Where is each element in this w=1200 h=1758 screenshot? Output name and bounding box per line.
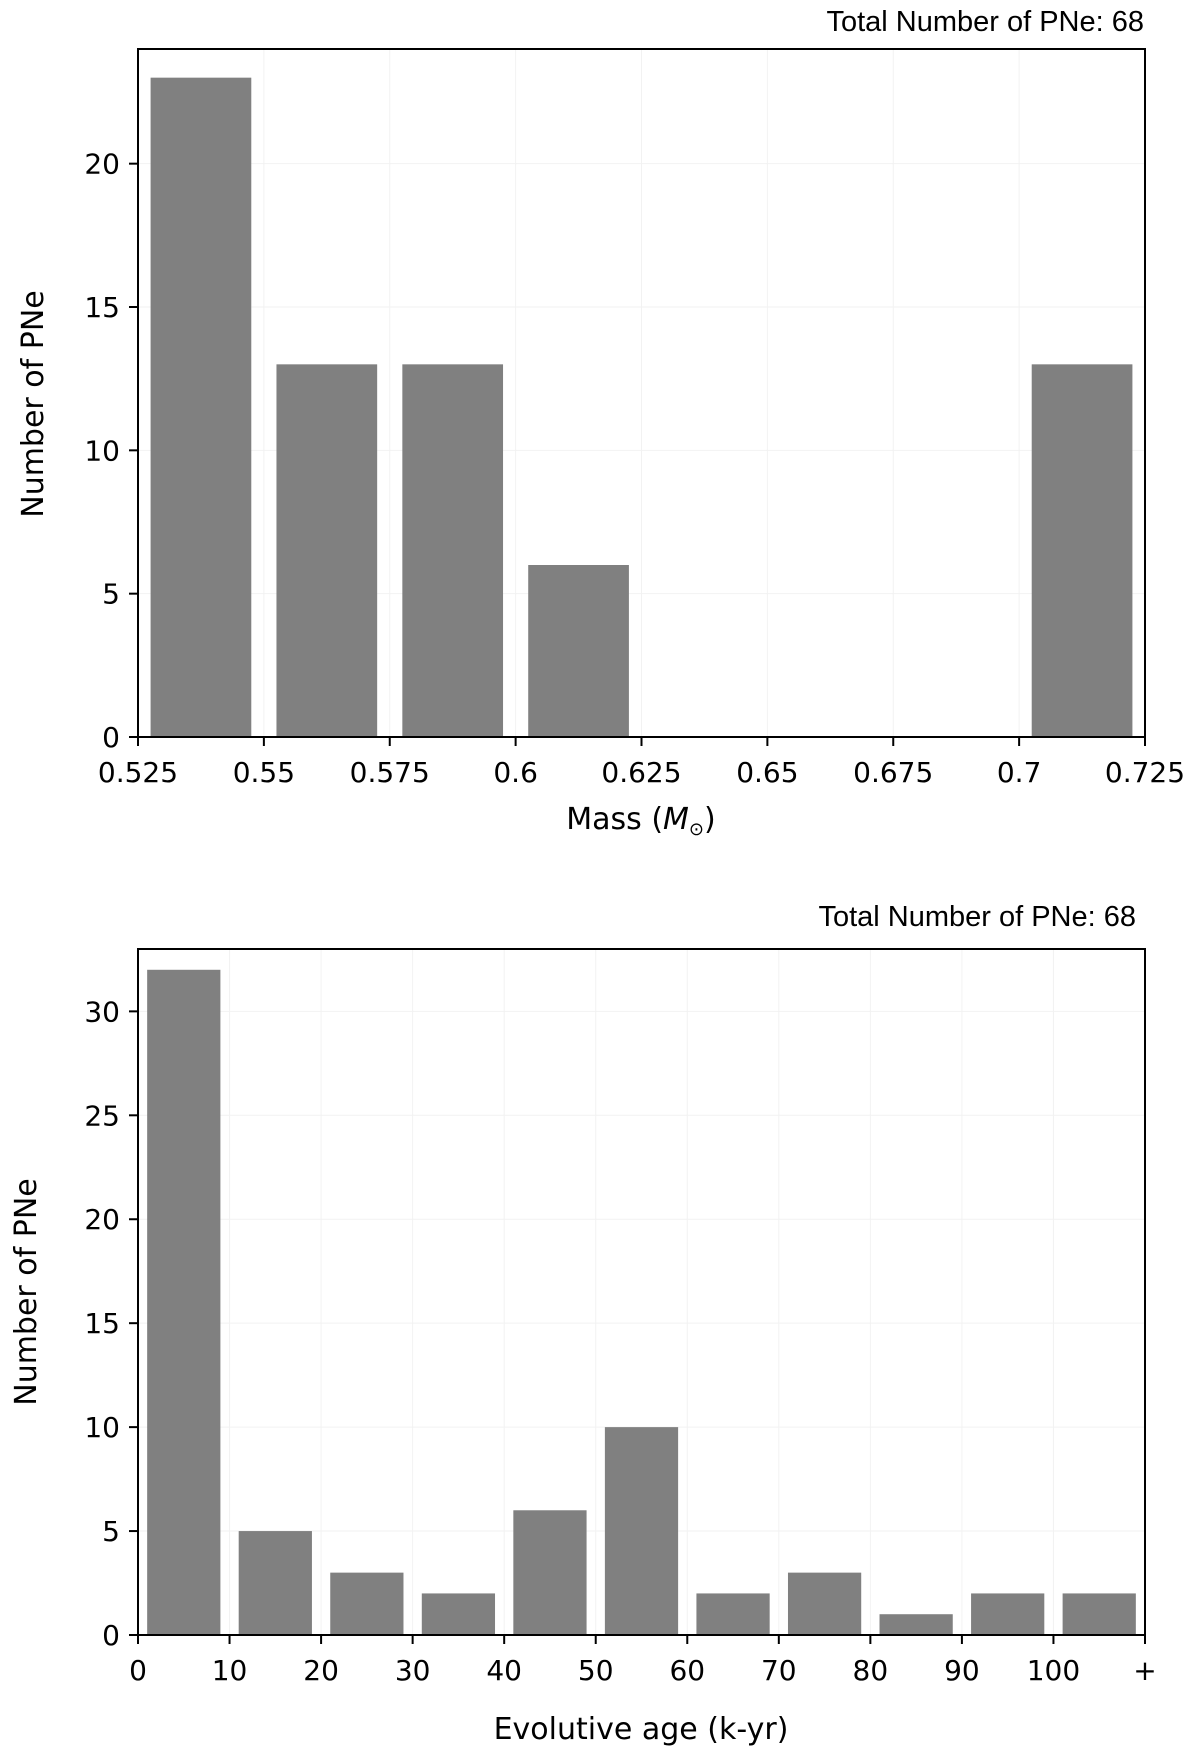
total-count-annotation: Total Number of PNe: 68: [818, 901, 1136, 933]
age-histogram: Total Number of PNe: 68 0 5 10 15 20 25 30 0 10…: [9, 901, 1157, 1747]
y-tick-label: 25: [84, 1099, 120, 1132]
histogram-bar: [604, 1427, 679, 1635]
grid-lines: [138, 949, 1145, 1635]
histogram-bar: [879, 1614, 953, 1635]
y-tick-label: 15: [84, 1307, 120, 1340]
x-tick-label: 50: [578, 1654, 614, 1687]
x-tick-label: 80: [853, 1654, 889, 1687]
histogram-bar: [513, 1510, 587, 1635]
x-axis-title: Evolutive age (k-yr): [494, 1712, 789, 1747]
histogram-bar: [147, 969, 221, 1635]
x-tick-label: 90: [944, 1654, 980, 1687]
y-tick-label: 0: [102, 1619, 120, 1652]
x-tick-label: 0.525: [98, 756, 178, 789]
y-ticks: 0 5 10 15 20: [84, 148, 138, 754]
y-tick-label: 15: [84, 291, 120, 324]
x-ticks: 0 10 20 30 40 50 60 70 80 90 100 +: [129, 1635, 1157, 1687]
y-tick-label: 10: [84, 434, 120, 467]
x-tick-label: 100: [1027, 1654, 1080, 1687]
x-tick-label: 0.625: [601, 756, 681, 789]
x-tick-label: 0.675: [853, 756, 933, 789]
grid-lines: [138, 49, 1145, 737]
y-tick-label: 0: [102, 721, 120, 754]
histogram-bar: [238, 1531, 312, 1635]
y-axis-title: Number of PNe: [16, 290, 51, 518]
histogram-bar: [402, 364, 504, 737]
y-tick-label: 5: [102, 1515, 120, 1548]
x-tick-label: 0.55: [233, 756, 295, 789]
plot-frame: [137, 948, 1146, 1636]
y-tick-label: 20: [84, 148, 120, 181]
x-tick-label: 0.65: [736, 756, 798, 789]
y-tick-label: 30: [84, 995, 120, 1028]
y-tick-label: 5: [102, 578, 120, 611]
x-tick-label: 0.6: [493, 756, 538, 789]
x-tick-label: 40: [486, 1654, 522, 1687]
y-tick-label: 20: [84, 1203, 120, 1236]
x-tick-label: 70: [761, 1654, 797, 1687]
bars: [147, 969, 1136, 1635]
bars: [150, 77, 1133, 737]
histogram-bar: [1062, 1593, 1136, 1635]
histogram-bar: [330, 1572, 404, 1635]
x-axis-title: Mass (M⊙): [566, 802, 715, 840]
x-tick-label: +: [1133, 1654, 1156, 1687]
x-tick-label: 60: [669, 1654, 705, 1687]
histogram-bar: [787, 1572, 862, 1635]
histogram-bar: [528, 565, 629, 737]
x-tick-label: 0: [129, 1654, 147, 1687]
x-tick-label: 0.575: [350, 756, 430, 789]
x-tick-label: 0.725: [1105, 756, 1185, 789]
x-tick-label: 30: [395, 1654, 431, 1687]
total-count-annotation: Total Number of PNe: 68: [826, 6, 1144, 38]
x-tick-label: 10: [212, 1654, 248, 1687]
histogram-bar: [971, 1593, 1045, 1635]
y-ticks: 0 5 10 15 20 25 30: [84, 995, 138, 1652]
y-axis-title: Number of PNe: [9, 1178, 44, 1406]
x-tick-label: 0.7: [997, 756, 1042, 789]
histogram-bar: [276, 364, 378, 737]
histogram-bar: [150, 77, 252, 737]
x-tick-label: 20: [303, 1654, 339, 1687]
x-ticks: 0.525 0.55 0.575 0.6 0.625 0.65 0.675 0.7 0.725: [98, 737, 1185, 789]
y-tick-label: 10: [84, 1411, 120, 1444]
histogram-bar: [1031, 364, 1133, 737]
histogram-bar: [696, 1593, 770, 1635]
histogram-bar: [421, 1593, 496, 1635]
